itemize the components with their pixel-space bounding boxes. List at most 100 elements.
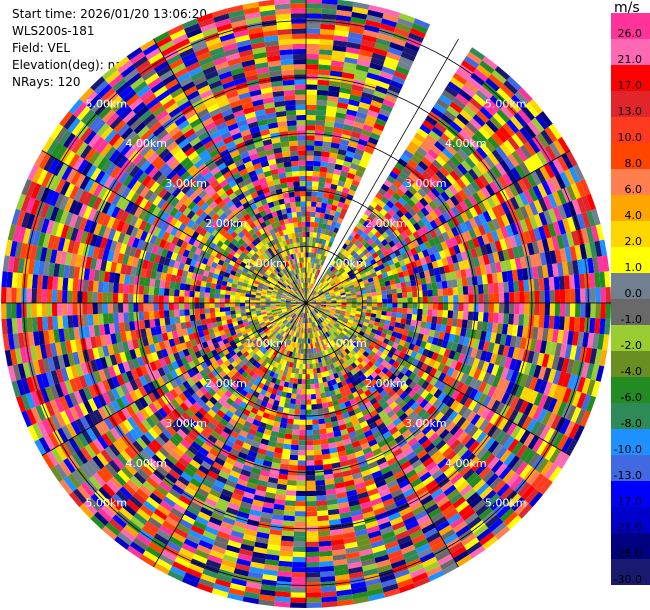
gate-cell <box>478 174 490 187</box>
gate-cell <box>400 231 409 240</box>
gate-cell <box>370 241 378 249</box>
gate-cell <box>463 197 474 209</box>
gate-cell <box>344 57 358 65</box>
gate-cell <box>518 314 525 326</box>
gate-cell <box>397 17 414 28</box>
gate-cell <box>386 270 393 277</box>
gate-cell <box>455 93 470 106</box>
gate-cell <box>335 14 352 22</box>
gate-cell <box>378 263 385 270</box>
gate-cell <box>368 212 377 220</box>
gate-cell <box>410 154 422 165</box>
gate-cell <box>391 204 400 214</box>
gate-cell <box>441 280 448 289</box>
gate-cell <box>438 94 453 106</box>
gate-cell <box>487 220 496 232</box>
gate-cell <box>306 135 315 141</box>
gate-cell <box>432 296 439 303</box>
gate-cell <box>296 485 306 492</box>
gate-cell <box>306 384 311 390</box>
gate-cell <box>395 282 402 289</box>
gate-cell <box>363 227 371 235</box>
gate-cell <box>306 0 322 4</box>
gate-cell <box>358 252 366 259</box>
gate-cell <box>326 285 332 290</box>
gate-cell <box>473 294 479 303</box>
gate-cell <box>392 237 400 245</box>
gate-cell <box>547 264 554 278</box>
gate-cell <box>427 296 434 303</box>
gate-cell <box>309 295 314 300</box>
gate-cell <box>324 281 329 286</box>
gate-cell <box>417 303 423 310</box>
gate-cell <box>440 113 454 126</box>
gate-cell <box>499 238 508 251</box>
gate-cell <box>315 269 319 275</box>
gate-cell <box>345 52 359 60</box>
gate-cell <box>311 301 317 303</box>
gate-cell <box>375 249 383 256</box>
gate-cell <box>310 394 317 400</box>
gate-cell <box>310 272 313 279</box>
gate-cell <box>548 315 555 329</box>
gate-cell <box>544 251 552 265</box>
gate-cell <box>579 317 586 333</box>
gate-cell <box>298 450 306 456</box>
gate-cell <box>460 211 470 223</box>
gate-cell <box>500 201 511 215</box>
gate-cell <box>316 196 323 203</box>
gate-cell <box>341 271 348 277</box>
gate-cell <box>318 69 331 76</box>
gate-cell <box>375 287 382 292</box>
gate-cell <box>314 242 319 249</box>
gate-cell <box>306 69 319 75</box>
gate-cell <box>580 288 586 303</box>
gate-cell <box>455 68 471 81</box>
gate-cell <box>329 152 338 159</box>
gate-cell <box>402 180 412 190</box>
gate-cell <box>436 194 446 205</box>
gate-cell <box>306 257 309 263</box>
gate-cell <box>391 307 398 313</box>
gate-cell <box>449 101 463 114</box>
gate-cell <box>379 70 394 80</box>
gate-cell <box>356 59 371 68</box>
gate-cell <box>543 210 553 225</box>
gate-cell <box>552 263 559 277</box>
gate-cell <box>384 243 392 251</box>
gate-cell <box>487 152 500 166</box>
gate-cell <box>370 227 378 235</box>
gate-cell <box>339 196 347 204</box>
gate-cell <box>388 216 397 225</box>
gate-cell <box>374 283 381 289</box>
gate-cell <box>398 259 406 267</box>
gate-cell <box>500 226 510 239</box>
gate-cell <box>349 287 356 292</box>
gate-cell <box>551 235 560 251</box>
gate-cell <box>311 242 316 248</box>
gate-cell <box>344 155 354 163</box>
gate-cell <box>356 294 362 298</box>
gate-cell <box>336 303 342 305</box>
gate-cell <box>331 60 345 67</box>
gate-cell <box>336 272 342 278</box>
gate-cell <box>455 252 464 263</box>
gate-cell <box>313 444 322 451</box>
gate-cell <box>359 261 366 267</box>
gate-cell <box>400 223 409 232</box>
gate-cell <box>295 495 306 502</box>
gate-cell <box>291 572 306 578</box>
gate-cell <box>330 296 337 299</box>
gate-cell <box>306 546 319 553</box>
gate-cell <box>503 281 510 293</box>
gate-cell <box>549 142 562 159</box>
gate-cell <box>357 106 369 115</box>
gate-cell <box>294 409 301 415</box>
gate-cell <box>550 176 562 192</box>
gate-cell <box>395 22 412 33</box>
gate-cell <box>442 148 454 160</box>
gate-cell <box>507 247 515 260</box>
gate-cell <box>293 546 306 553</box>
gate-cell <box>306 191 312 197</box>
gate-cell <box>308 242 313 248</box>
